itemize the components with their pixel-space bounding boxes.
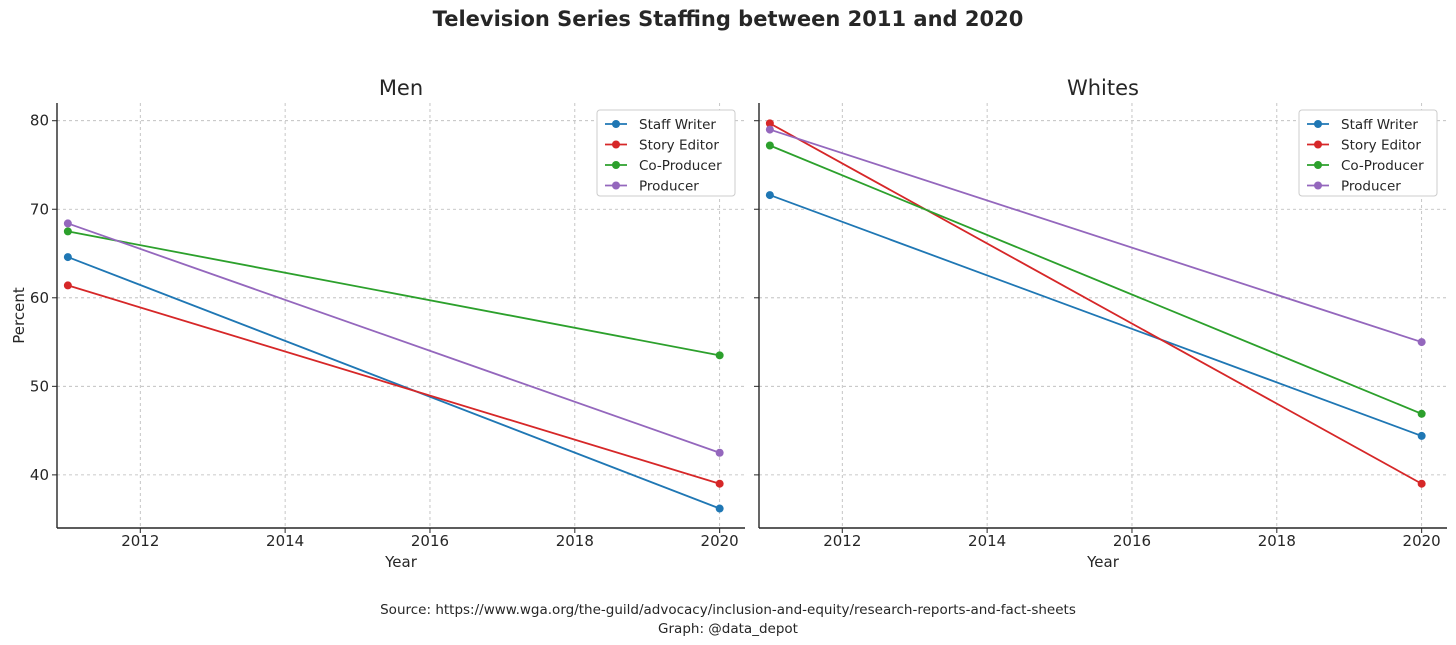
y-tick-label: 80: [30, 112, 49, 130]
panel-men: 2012 2014 2016 2018 2020 40 50 60 70 80 Men Year Per…: [10, 76, 745, 571]
x-tick-label: 2020: [701, 532, 739, 550]
series-line-staff-writer: [769, 194, 1422, 437]
x-tick-label: 2014: [266, 532, 304, 550]
y-tick-label: 50: [30, 377, 49, 395]
graph-credit: Graph: @data_depot: [658, 621, 798, 637]
x-axis-label: Year: [384, 553, 418, 571]
legend: Staff Writer Story Editor Co-Producer Produ…: [1298, 109, 1438, 197]
legend-marker-staff-writer: [1314, 120, 1322, 128]
series-line-co-producer: [769, 144, 1422, 415]
y-tick-label: 70: [30, 200, 49, 218]
chart-panels: 2012 2014 2016 2018 2020 40 50 60 70 80 Men Year Per…: [10, 76, 1447, 571]
panel-title: Whites: [1067, 76, 1139, 100]
data-point-producer: [765, 125, 774, 134]
legend-label-staff-writer: Staff Writer: [1341, 117, 1418, 133]
x-tick-label: 2016: [1113, 532, 1151, 550]
series-line-producer: [67, 222, 720, 454]
legend-label-producer: Producer: [639, 179, 699, 195]
data-point-co-producer: [1417, 409, 1426, 418]
data-point-co-producer: [63, 227, 72, 236]
x-tick-label: 2016: [411, 532, 449, 550]
x-tick-label: 2012: [823, 532, 861, 550]
series-line-producer: [769, 128, 1422, 343]
series-line-story-editor: [769, 122, 1423, 485]
data-point-story-editor: [715, 479, 724, 488]
data-point-story-editor: [765, 119, 774, 128]
data-point-story-editor: [63, 281, 72, 290]
panel-title: Men: [379, 76, 423, 100]
data-point-producer: [1417, 338, 1426, 347]
y-tick-label: 60: [30, 289, 49, 307]
legend-marker-co-producer: [612, 161, 620, 169]
x-tick-label: 2018: [1258, 532, 1296, 550]
source-caption: Source: https://www.wga.org/the-guild/ad…: [380, 602, 1076, 618]
series-line-co-producer: [67, 230, 720, 357]
data-point-producer: [715, 448, 724, 457]
legend-marker-producer: [612, 181, 620, 190]
legend-marker-story-editor: [612, 140, 620, 149]
data-point-co-producer: [715, 351, 724, 360]
x-tick-label: 2018: [556, 532, 594, 550]
data-point-story-editor: [1417, 479, 1426, 488]
legend-box: [596, 109, 736, 197]
legend-marker-story-editor: [1314, 140, 1322, 149]
x-tick-label: 2014: [968, 532, 1006, 550]
x-tick-label: 2020: [1403, 532, 1441, 550]
legend-label-co-producer: Co-Producer: [639, 158, 722, 174]
legend-label-story-editor: Story Editor: [1341, 138, 1421, 154]
legend-box: [1298, 109, 1438, 197]
legend-marker-staff-writer: [612, 120, 620, 128]
panel-whites: 2012 2014 2016 2018 2020 Whites Year Staff Writ…: [754, 76, 1447, 571]
data-point-staff-writer: [63, 253, 72, 262]
y-axis-label: Percent: [10, 287, 28, 344]
series-line-staff-writer: [67, 256, 720, 510]
x-axis-label: Year: [1086, 553, 1120, 571]
data-point-producer: [63, 219, 72, 228]
series-line-story-editor: [67, 284, 720, 485]
legend-label-producer: Producer: [1341, 179, 1401, 195]
legend-marker-co-producer: [1314, 161, 1322, 169]
y-tick-label: 40: [30, 466, 49, 484]
data-point-staff-writer: [715, 504, 724, 513]
data-point-staff-writer: [765, 191, 774, 200]
data-point-co-producer: [765, 141, 774, 150]
legend-label-story-editor: Story Editor: [639, 138, 719, 154]
legend: Staff Writer Story Editor Co-Producer Produ…: [596, 109, 736, 197]
legend-marker-producer: [1314, 181, 1322, 190]
data-point-staff-writer: [1417, 431, 1426, 440]
x-tick-label: 2012: [121, 532, 159, 550]
legend-label-co-producer: Co-Producer: [1341, 158, 1424, 174]
chart-suptitle: Television Series Staffing between 2011 …: [433, 7, 1024, 31]
legend-label-staff-writer: Staff Writer: [639, 117, 716, 133]
